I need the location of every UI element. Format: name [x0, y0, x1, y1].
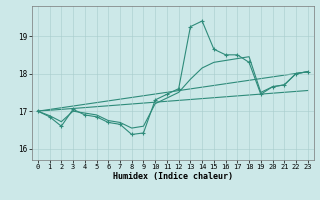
X-axis label: Humidex (Indice chaleur): Humidex (Indice chaleur) [113, 172, 233, 181]
